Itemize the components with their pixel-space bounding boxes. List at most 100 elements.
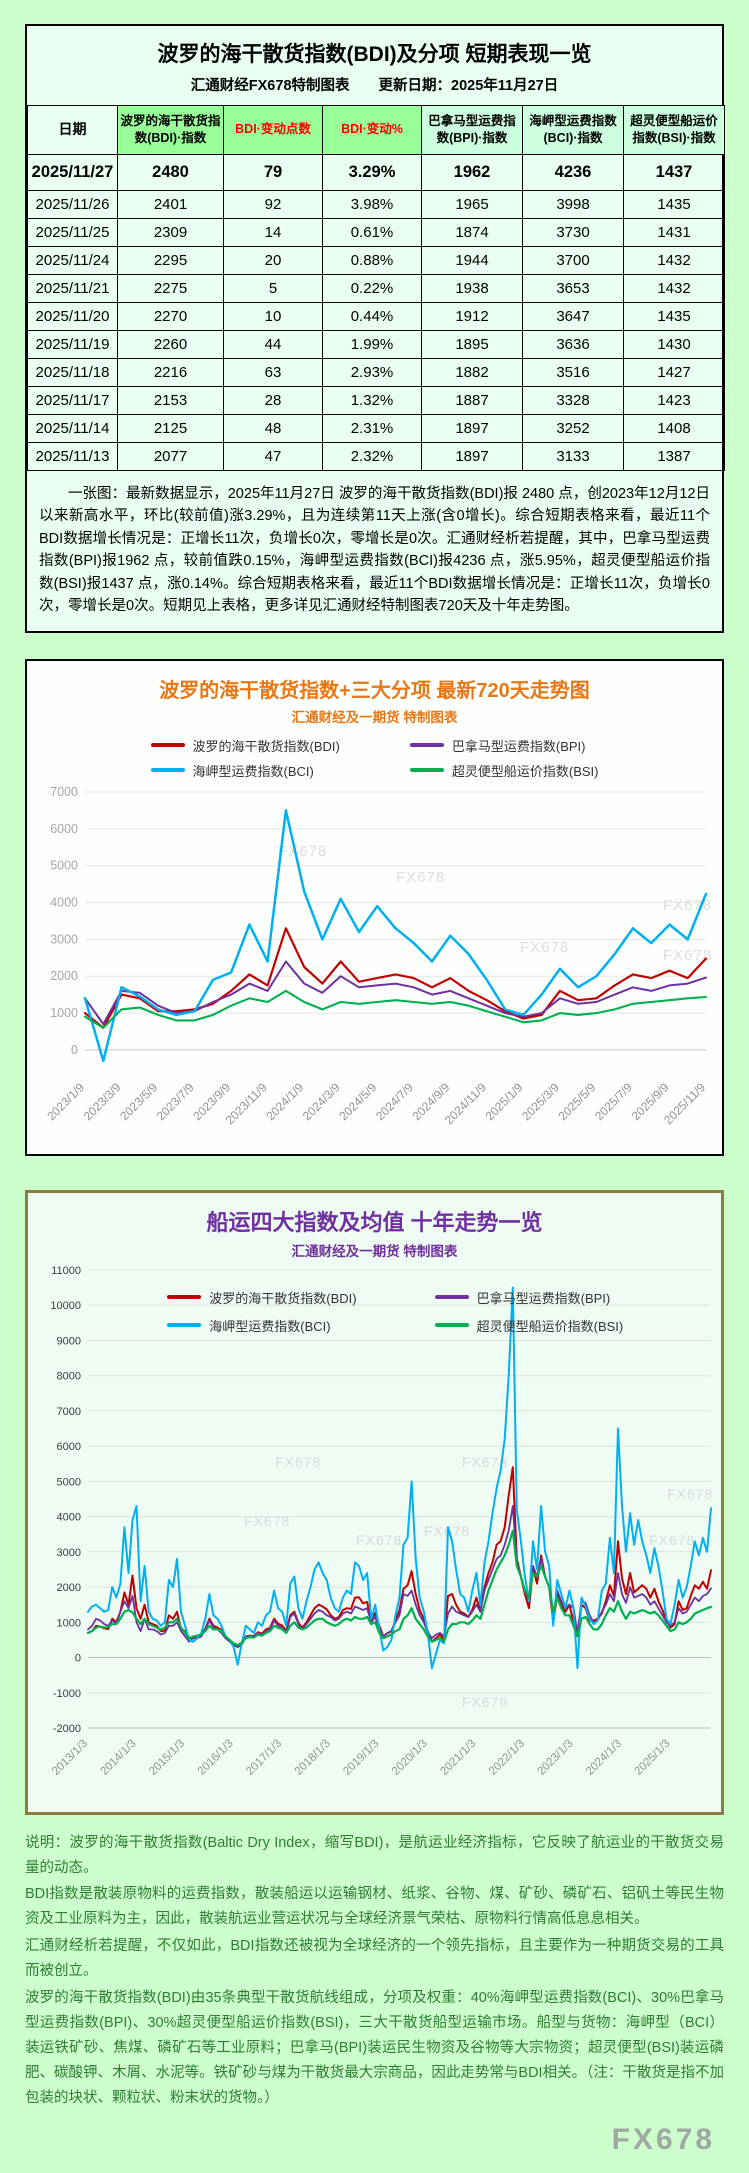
table-cell: 2025/11/19 [27, 329, 118, 359]
x-axis-label: 2013/1/3 [50, 1737, 90, 1777]
x-axis-label: 2025/1/9 [483, 1080, 526, 1123]
x-axis-label: 2024/1/3 [584, 1737, 624, 1777]
x-axis-label: 2025/3/9 [519, 1080, 562, 1123]
legend-label: 超灵便型船运价指数(BSI) [476, 1318, 624, 1334]
table-cell: 3636 [522, 329, 624, 359]
x-axis-label: 2022/1/3 [487, 1737, 527, 1777]
table-cell: 2.31% [322, 413, 422, 443]
table-cell: 0.61% [322, 217, 422, 247]
footer-paragraph: 说明：波罗的海干散货指数(Baltic Dry Index，缩写BDI)，是航运… [25, 1834, 724, 1876]
bdi-data-table: 日期 波罗的海干散货指数(BDI)·指数 BDI·变动点数 BDI·变动% 巴拿马型运费… [27, 105, 725, 471]
watermark: FX678 [462, 1694, 508, 1710]
chart-720-subtitle: 汇通财经及一期货 特制图表 [291, 709, 458, 725]
table-cell: 2025/11/27 [27, 153, 118, 191]
bdi-short-term-table-card: 波罗的海干散货指数(BDI)及分项 短期表现一览 汇通财经FX678特制图表 更… [25, 24, 725, 633]
chart-10year-svg: -2000 -1000 0 1000 2000 3000 4000 5000 6000 7000 8… [50, 1265, 713, 1778]
table-row: 2025/11/24 2295 20 0.88% 1944 3700 1432 [27, 245, 725, 275]
table-cell: 1387 [623, 441, 725, 471]
y-axis-label: 3000 [50, 932, 78, 946]
chart-10y-subtitle: 汇通财经及一期货 特制图表 [291, 1243, 458, 1259]
watermark: FX678 [649, 1532, 695, 1548]
table-cell: 3516 [522, 357, 624, 387]
series-line-bci [83, 808, 708, 1062]
x-axis-label: 2025/7/9 [592, 1080, 635, 1123]
footer-paragraph: 波罗的海干散货指数(BDI)由35条典型干散货航线组成，分项及权重：40%海岬型… [25, 1990, 724, 2106]
table-cell: 3700 [522, 245, 624, 275]
legend-item-bsi: 超灵便型船运价指数(BSI) [409, 761, 599, 780]
x-axis-label: 2016/1/3 [196, 1737, 236, 1777]
table-column-header: 日期 [27, 105, 118, 155]
legend-swatch-bci [150, 768, 185, 773]
table-cell: 2480 [117, 153, 224, 191]
legend-item-bpi: 巴拿马型运费指数(BPI) [409, 736, 599, 755]
table-cell: 2025/11/21 [27, 273, 118, 303]
table-cell: 28 [223, 385, 323, 415]
y-axis-label: 11000 [51, 1265, 81, 1277]
series-line-bsi [83, 989, 708, 1029]
footer-paragraph: BDI指数是散装原物料的运费指数，散装船运以运输钢材、纸浆、谷物、煤、矿砂、磷矿… [25, 1886, 724, 1928]
table-row: 2025/11/13 2077 47 2.32% 1897 3133 1387 [27, 441, 725, 471]
legend-swatch-bdi [150, 743, 185, 748]
table-cell: 3.29% [322, 153, 422, 191]
x-axis-label: 2015/1/3 [147, 1737, 187, 1777]
legend-swatch-bpi [434, 1295, 469, 1300]
watermark: FX678 [520, 939, 569, 956]
y-axis-label: 4000 [57, 1511, 81, 1523]
table-cell: 1.99% [322, 329, 422, 359]
table-cell: 1435 [623, 189, 725, 219]
series-line-bpi [87, 1504, 712, 1648]
watermark: FX678 [278, 843, 327, 860]
table-cell: 79 [223, 153, 323, 191]
table-row: 2025/11/27 2480 79 3.29% 1962 4236 1437 [27, 153, 725, 191]
table-cell: 2153 [117, 385, 224, 415]
legend-swatch-bsi [409, 768, 444, 773]
x-axis-label: 2025/5/9 [556, 1080, 599, 1123]
table-cell: 14 [223, 217, 323, 247]
y-axis-label: 1000 [57, 1617, 81, 1629]
x-axis-label: 2024/5/9 [336, 1080, 379, 1123]
table-cell: 1944 [421, 245, 523, 275]
table-row: 2025/11/21 2275 5 0.22% 1938 3653 1432 [27, 273, 725, 303]
table-cell: 3653 [522, 273, 624, 303]
legend-label: 巴拿马型运费指数(BPI) [476, 1290, 611, 1306]
y-axis-label: 9000 [57, 1335, 81, 1347]
table-cell: 2270 [117, 301, 224, 331]
x-axis-label: 2018/1/3 [293, 1737, 333, 1777]
table-cell: 2025/11/18 [27, 357, 118, 387]
table-row: 2025/11/26 2401 92 3.98% 1965 3998 1435 [27, 189, 725, 219]
y-axis-label: 10000 [50, 1300, 81, 1312]
watermark: FX678 [667, 1486, 713, 1502]
table-cell: 1437 [623, 153, 725, 191]
table-cell: 47 [223, 441, 323, 471]
table-cell: 2025/11/14 [27, 413, 118, 443]
y-axis-label: 7000 [50, 785, 78, 799]
y-axis-label: 3000 [57, 1546, 81, 1558]
y-axis-label: 2000 [57, 1582, 81, 1594]
table-cell: 63 [223, 357, 323, 387]
y-axis-label: 2000 [50, 969, 78, 983]
legend-item-bci: 海岬型运费指数(BCI) [150, 761, 340, 780]
table-cell: 1427 [623, 357, 725, 387]
legend-swatch-bsi [434, 1323, 469, 1328]
table-cell: 1874 [421, 217, 523, 247]
x-axis-label: 2024/7/9 [373, 1080, 416, 1123]
table-cell: 1432 [623, 273, 725, 303]
table-cell: 1431 [623, 217, 725, 247]
table-column-header: 海岬型运费指数(BCI)·指数 [522, 105, 624, 155]
legend-label: 海岬型运费指数(BCI) [209, 1318, 331, 1334]
table-cell: 3252 [522, 413, 624, 443]
watermark: FX678 [356, 1532, 402, 1548]
table-cell: 3998 [522, 189, 624, 219]
table-cell: 0.44% [322, 301, 422, 331]
series-line-bsi [86, 1529, 713, 1646]
legend-label: 超灵便型船运价指数(BSI) [451, 763, 599, 779]
y-axis-label: 1000 [50, 1006, 78, 1020]
series-line-bci [87, 1286, 712, 1669]
table-cell: 1965 [421, 189, 523, 219]
chart-720day-card: 波罗的海干散货指数+三大分项 最新720天走势图 汇通财经及一期货 特制图表 波… [25, 658, 724, 1156]
table-row: 2025/11/18 2216 63 2.93% 1882 3516 1427 [27, 357, 725, 387]
table-cell: 1423 [623, 385, 725, 415]
watermark: FX678 [462, 1454, 508, 1470]
series-line-bdi [83, 926, 708, 1029]
table-cell: 10 [223, 301, 323, 331]
